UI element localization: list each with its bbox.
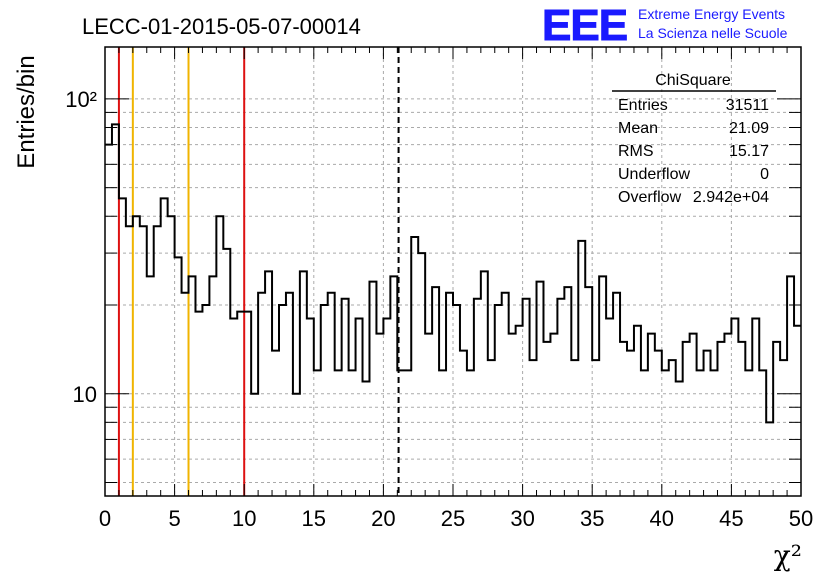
- x-tick-label: 35: [580, 506, 604, 531]
- stats-label-entries: Entries: [618, 97, 668, 114]
- chart-title: LECC-01-2015-05-07-00014: [82, 14, 361, 39]
- stats-value-rms: 15.17: [729, 143, 769, 160]
- x-tick-label: 45: [719, 506, 743, 531]
- x-tick-label: 15: [302, 506, 326, 531]
- x-tick-label: 25: [441, 506, 465, 531]
- y-tick-label: 10²: [65, 87, 97, 112]
- stats-label-rms: RMS: [618, 143, 654, 160]
- stats-label-underflow: Underflow: [618, 166, 690, 183]
- x-tick-label: 50: [789, 506, 813, 531]
- x-tick-label: 40: [650, 506, 674, 531]
- logo-mark: EEE: [542, 1, 627, 50]
- histogram-step-line: [105, 123, 801, 424]
- y-tick-label: 10: [73, 382, 97, 407]
- stats-title: ChiSquare: [655, 72, 731, 89]
- axes: 0 5 10 15 20 25 30 35 40 45 50 10 10²: [65, 46, 813, 531]
- stats-value-mean: 21.09: [729, 120, 769, 137]
- x-tick-label: 0: [99, 506, 111, 531]
- stats-box: ChiSquare Entries 31511 Mean 21.09 RMS 1…: [612, 72, 776, 206]
- x-tick-label: 10: [232, 506, 256, 531]
- x-tick-label: 5: [168, 506, 180, 531]
- stats-value-entries: 31511: [726, 97, 769, 114]
- grid: [105, 47, 801, 496]
- logo-line-1: Extreme Energy Events: [638, 6, 785, 22]
- y-axis-label: Entries/bin: [13, 55, 40, 168]
- stats-value-overflow: 2.942e+04: [693, 189, 769, 206]
- stats-label-mean: Mean: [618, 120, 658, 137]
- marker-lines: [117, 47, 400, 496]
- x-tick-label: 30: [510, 506, 534, 531]
- x-axis-label: χ²: [774, 539, 802, 572]
- histogram: [105, 123, 801, 424]
- logo-line-2: La Scienza nelle Scuole: [638, 25, 788, 41]
- x-tick-label: 20: [371, 506, 395, 531]
- stats-label-overflow: Overflow: [618, 189, 682, 206]
- eee-logo: EEE Extreme Energy Events La Scienza nel…: [542, 1, 788, 51]
- stats-value-underflow: 0: [760, 166, 769, 183]
